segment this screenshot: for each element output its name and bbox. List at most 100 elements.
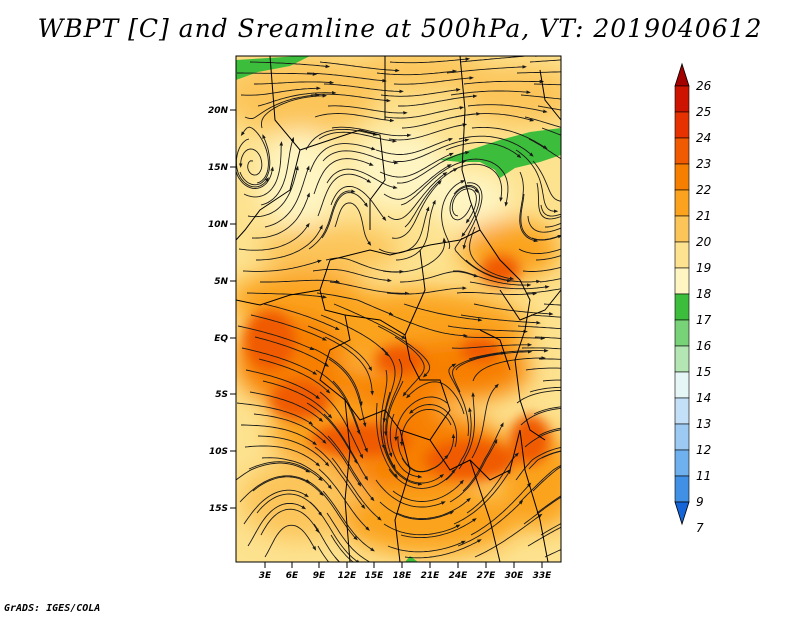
streamline (530, 314, 561, 318)
streamline (533, 83, 561, 86)
country-borders (236, 56, 561, 562)
streamline (469, 226, 515, 281)
streamline (314, 446, 366, 510)
streamline (543, 303, 561, 306)
lon-tick-label: 12E (338, 571, 358, 581)
colorbar-label: 25 (696, 105, 711, 119)
streamline (472, 356, 546, 382)
streamline (237, 325, 315, 351)
streamline (384, 446, 445, 484)
streamline (462, 422, 504, 492)
streamline (524, 116, 561, 128)
footer-credit: GrADS: IGES/COLA (4, 603, 101, 614)
streamline (327, 105, 408, 115)
streamline (262, 380, 333, 419)
streamline (243, 489, 309, 525)
streamline (241, 347, 318, 375)
streamline (248, 461, 323, 482)
lat-tick-label: 15N (208, 163, 229, 173)
streamline (401, 433, 456, 473)
streamline (381, 347, 396, 423)
streamline (375, 137, 454, 155)
streamline (404, 168, 458, 228)
streamline (453, 184, 480, 238)
map-frame (235, 55, 562, 563)
streamline (386, 380, 404, 458)
colorbar-label: 17 (696, 313, 712, 327)
colorbar-swatch (674, 449, 690, 477)
streamline (382, 391, 396, 469)
colorbar-label: 13 (696, 417, 711, 431)
streamline (403, 303, 483, 322)
streamline (312, 268, 392, 283)
streamline (241, 424, 318, 446)
streamline (254, 336, 330, 367)
streamline (239, 475, 311, 503)
streamline (540, 204, 561, 217)
streamline (260, 136, 295, 206)
streamline (258, 358, 331, 394)
streamline (464, 336, 546, 341)
streamline (470, 482, 532, 536)
streamline (331, 126, 412, 138)
green-patch-ne (440, 128, 561, 178)
streamline (387, 540, 466, 553)
streamline (380, 88, 461, 97)
streamline (519, 464, 561, 503)
streamline (471, 126, 548, 150)
streamline (390, 314, 468, 338)
lat-tick-label: 15S (209, 504, 228, 514)
colorbar-swatch (674, 293, 690, 321)
streamline (398, 94, 478, 107)
streamline (531, 234, 561, 241)
streamline (537, 427, 561, 437)
streamline (542, 379, 561, 382)
streamline (311, 347, 363, 407)
streamline (315, 369, 360, 435)
streamline (462, 158, 509, 207)
streamline (394, 336, 425, 397)
streamline (516, 389, 561, 404)
streamline (469, 281, 550, 290)
streamline (305, 479, 358, 541)
streamline (247, 502, 307, 547)
streamline (528, 450, 561, 470)
colorbar-label: 7 (696, 521, 704, 535)
streamline (392, 138, 470, 162)
streamline (463, 79, 545, 85)
streamline (388, 468, 456, 489)
streamline (323, 413, 369, 481)
streamline (249, 61, 331, 69)
streamline (446, 65, 527, 74)
streamline (310, 424, 362, 487)
streamline (449, 186, 479, 221)
streamline (238, 222, 310, 251)
wbpt-shading (236, 56, 561, 562)
streamline (383, 164, 452, 200)
streamline (393, 76, 474, 85)
streamline (306, 72, 387, 83)
streamline (321, 192, 368, 239)
streamline (322, 490, 375, 552)
streamline (318, 468, 370, 531)
streamline (537, 105, 561, 111)
lat-tick-label: 20N (208, 106, 229, 116)
streamline (261, 93, 328, 129)
colorbar-swatch (674, 319, 690, 347)
streamline (441, 180, 466, 250)
colorbar-swatch (674, 137, 690, 165)
streamline (395, 199, 436, 261)
streamline (540, 523, 561, 536)
colorbar-swatch (674, 189, 690, 217)
colorbar-label: 23 (696, 157, 711, 171)
streamline (308, 189, 356, 250)
streamline (396, 150, 470, 184)
streamline (380, 425, 423, 486)
streamline (536, 495, 561, 514)
streamline (526, 288, 561, 294)
streamline (524, 429, 561, 448)
lon-tick-label: 24E (449, 571, 469, 581)
streamline (327, 435, 375, 502)
streamline (331, 457, 382, 521)
